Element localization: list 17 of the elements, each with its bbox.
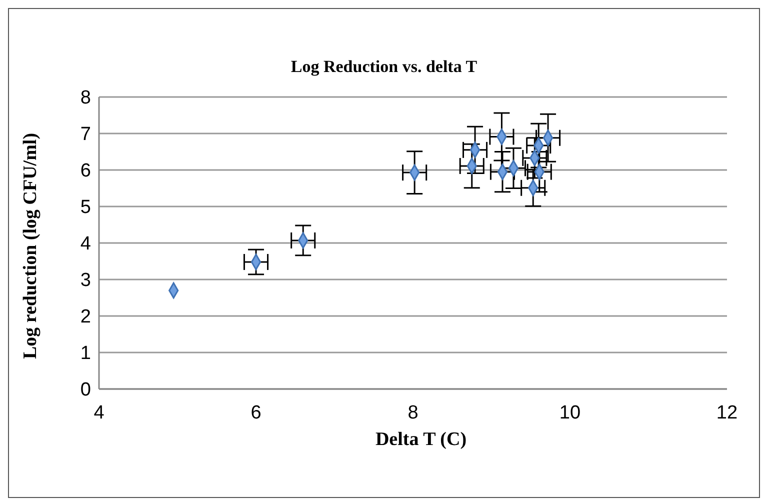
y-tick-label: 4 xyxy=(80,234,92,255)
x-tick-label: 12 xyxy=(716,402,738,424)
y-tick-label: 2 xyxy=(80,306,91,328)
x-tick-label: 6 xyxy=(250,402,262,424)
y-tick-label: 3 xyxy=(80,270,91,292)
y-tick-label: 0 xyxy=(80,380,91,401)
y-axis-title: Log reduction (log CFU/ml) xyxy=(20,132,42,360)
x-tick-label: 4 xyxy=(94,402,105,424)
x-tick-label: 10 xyxy=(559,402,581,424)
y-tick-label: 5 xyxy=(80,197,91,218)
y-tick-label: 6 xyxy=(80,160,91,182)
x-axis-title: Delta T (C) xyxy=(374,429,468,451)
chart-title: Log Reduction vs. delta T xyxy=(290,57,478,77)
y-tick-label: 7 xyxy=(80,124,91,146)
x-tick-label: 8 xyxy=(408,402,418,424)
y-tick-label: 1 xyxy=(80,343,91,364)
y-tick-label: 8 xyxy=(80,88,91,109)
